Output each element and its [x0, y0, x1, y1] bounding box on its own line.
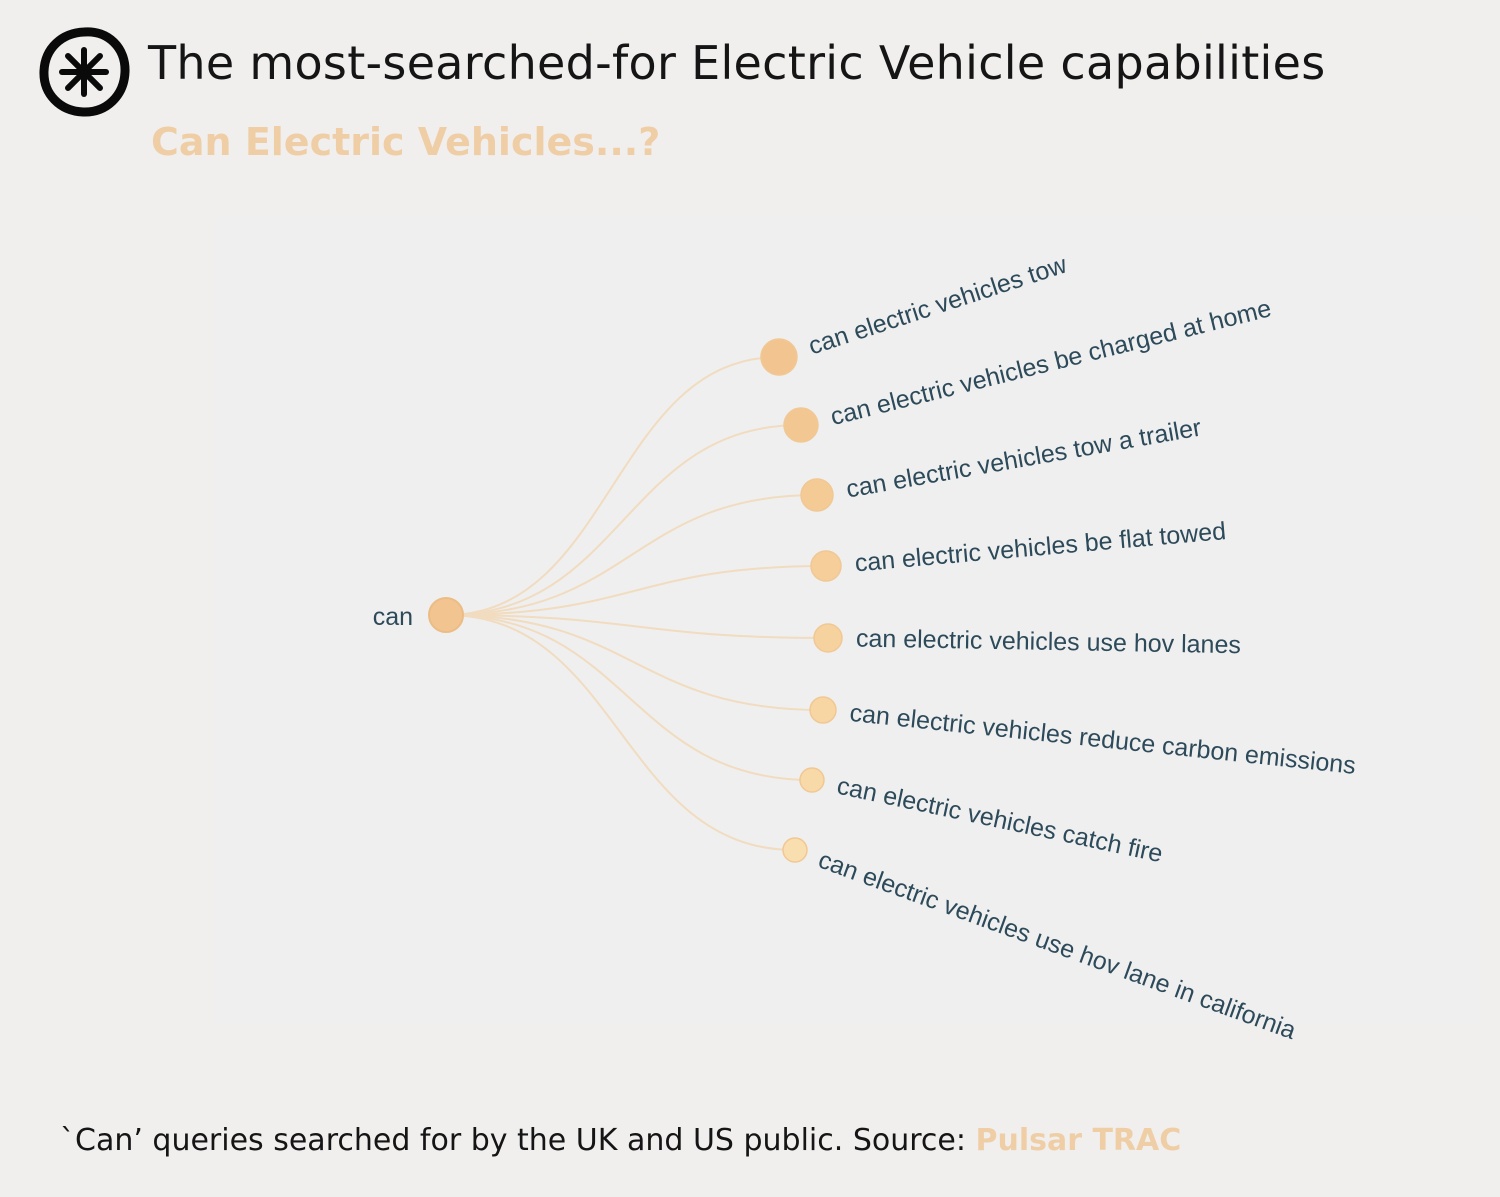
page-title: The most-searched-for Electric Vehicle c…: [148, 36, 1326, 90]
tree-link: [445, 614, 796, 851]
root-label: can: [373, 603, 413, 631]
child-node[interactable]: [810, 550, 842, 582]
tree-link: [445, 494, 818, 616]
child-node[interactable]: [809, 696, 837, 724]
child-node[interactable]: [760, 338, 798, 376]
caption-text: `Can’ queries searched for by the UK and…: [60, 1123, 976, 1158]
footer-caption: `Can’ queries searched for by the UK and…: [60, 1123, 1181, 1158]
child-label: can electric vehicles be flat towed: [854, 517, 1227, 577]
child-label: can electric vehicles reduce carbon emis…: [848, 699, 1357, 780]
tree-links: [445, 356, 829, 851]
tree-nodes: can can electric vehicles tow can electri…: [373, 250, 1357, 1045]
brand-logo: [39, 27, 130, 117]
child-label: can electric vehicles tow: [805, 250, 1071, 360]
child-label: can electric vehicles use hov lanes: [856, 624, 1241, 659]
tree-link: [445, 424, 802, 616]
root-node[interactable]: [428, 597, 464, 633]
child-node[interactable]: [782, 837, 808, 863]
child-node[interactable]: [813, 623, 843, 653]
child-node[interactable]: [799, 767, 825, 793]
diagram-panel: [215, 215, 1480, 1025]
source-link[interactable]: Pulsar TRAC: [975, 1123, 1182, 1158]
child-label: can electric vehicles tow a trailer: [844, 414, 1203, 504]
tree-link: [445, 614, 813, 781]
page-subtitle: Can Electric Vehicles...?: [151, 120, 661, 164]
child-node[interactable]: [800, 478, 834, 512]
tree-link: [445, 614, 829, 639]
child-node[interactable]: [783, 407, 819, 443]
tree-link: [445, 356, 780, 616]
child-label: can electric vehicles catch fire: [835, 772, 1166, 868]
tree-link: [445, 614, 824, 711]
tree-link: [445, 565, 827, 616]
child-label: can electric vehicles use hov lane in ca…: [815, 846, 1300, 1045]
